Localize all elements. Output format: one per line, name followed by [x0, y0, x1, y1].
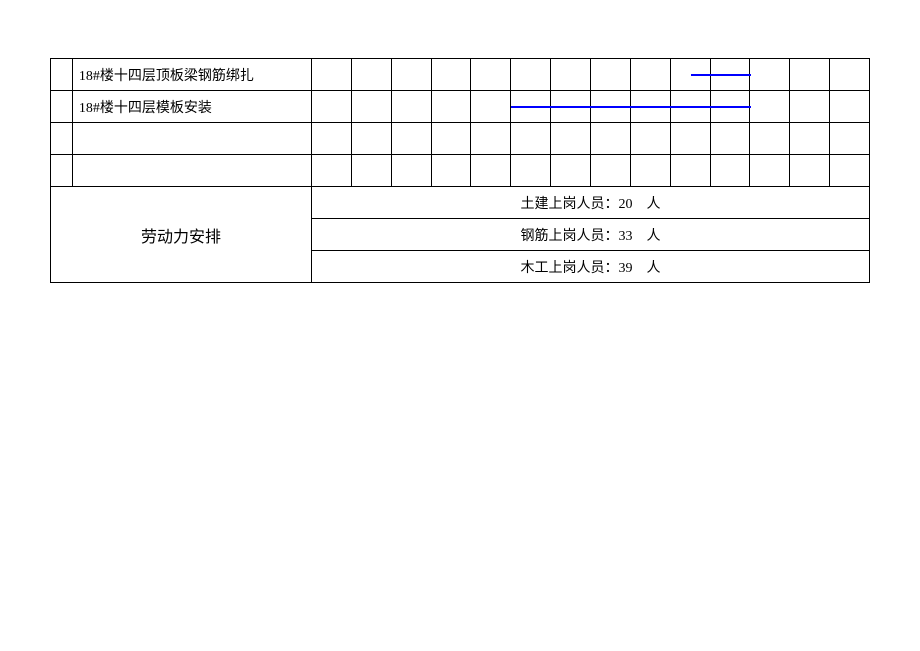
timeline-cell: [790, 59, 830, 91]
timeline-cell: [590, 123, 630, 155]
timeline-cell: [551, 123, 591, 155]
timeline-cell: [312, 59, 352, 91]
timeline-cell: [551, 91, 591, 123]
task-row: 18#楼十四层模板安装: [51, 91, 870, 123]
timeline-cell: [511, 59, 551, 91]
timeline-cell: [471, 59, 511, 91]
timeline-cell: [391, 155, 431, 187]
timeline-cell: [670, 123, 710, 155]
timeline-cell: [431, 123, 471, 155]
timeline-cell: [790, 155, 830, 187]
timeline-cell: [551, 59, 591, 91]
timeline-cell: [312, 155, 352, 187]
timeline-cell: [511, 91, 551, 123]
timeline-cell: [710, 91, 750, 123]
timeline-cell: [710, 155, 750, 187]
timeline-cell: [670, 59, 710, 91]
timeline-cell: [630, 123, 670, 155]
row-index-cell: [51, 123, 73, 155]
timeline-cell: [391, 123, 431, 155]
task-label-cell: 18#楼十四层顶板梁钢筋绑扎: [72, 59, 311, 91]
timeline-cell: [630, 155, 670, 187]
timeline-cell: [431, 91, 471, 123]
timeline-cell: [471, 123, 511, 155]
timeline-cell: [670, 91, 710, 123]
timeline-cell: [750, 155, 790, 187]
timeline-cell: [630, 91, 670, 123]
timeline-cell: [590, 155, 630, 187]
timeline-cell: [750, 91, 790, 123]
timeline-cell: [351, 91, 391, 123]
timeline-cell: [750, 59, 790, 91]
task-label-cell: 18#楼十四层模板安装: [72, 91, 311, 123]
timeline-cell: [830, 91, 870, 123]
timeline-cell: [830, 123, 870, 155]
labor-value-cell: 土建上岗人员：20 人: [312, 187, 870, 219]
timeline-cell: [750, 123, 790, 155]
timeline-cell: [351, 155, 391, 187]
timeline-cell: [790, 91, 830, 123]
labor-label-cell: 劳动力安排: [51, 187, 312, 283]
timeline-cell: [830, 59, 870, 91]
timeline-cell: [710, 59, 750, 91]
row-index-cell: [51, 91, 73, 123]
timeline-cell: [312, 123, 352, 155]
timeline-cell: [590, 91, 630, 123]
timeline-cell: [551, 155, 591, 187]
timeline-cell: [630, 59, 670, 91]
labor-value-cell: 钢筋上岗人员：33 人: [312, 219, 870, 251]
timeline-cell: [351, 59, 391, 91]
timeline-cell: [471, 155, 511, 187]
timeline-cell: [710, 123, 750, 155]
timeline-cell: [431, 59, 471, 91]
timeline-cell: [511, 123, 551, 155]
timeline-cell: [670, 155, 710, 187]
timeline-cell: [471, 91, 511, 123]
timeline-cell: [790, 123, 830, 155]
timeline-cell: [830, 155, 870, 187]
timeline-cell: [391, 59, 431, 91]
timeline-cell: [590, 59, 630, 91]
task-row-empty: [51, 155, 870, 187]
task-label-cell: [72, 155, 311, 187]
labor-row: 劳动力安排 土建上岗人员：20 人: [51, 187, 870, 219]
timeline-cell: [391, 91, 431, 123]
timeline-cell: [312, 91, 352, 123]
task-row: 18#楼十四层顶板梁钢筋绑扎: [51, 59, 870, 91]
timeline-cell: [351, 123, 391, 155]
row-index-cell: [51, 59, 73, 91]
timeline-cell: [511, 155, 551, 187]
task-row-empty: [51, 123, 870, 155]
labor-value-cell: 木工上岗人员：39 人: [312, 251, 870, 283]
timeline-cell: [431, 155, 471, 187]
task-label-cell: [72, 123, 311, 155]
row-index-cell: [51, 155, 73, 187]
schedule-table: 18#楼十四层顶板梁钢筋绑扎 18#楼十四层模板安装: [50, 58, 870, 283]
